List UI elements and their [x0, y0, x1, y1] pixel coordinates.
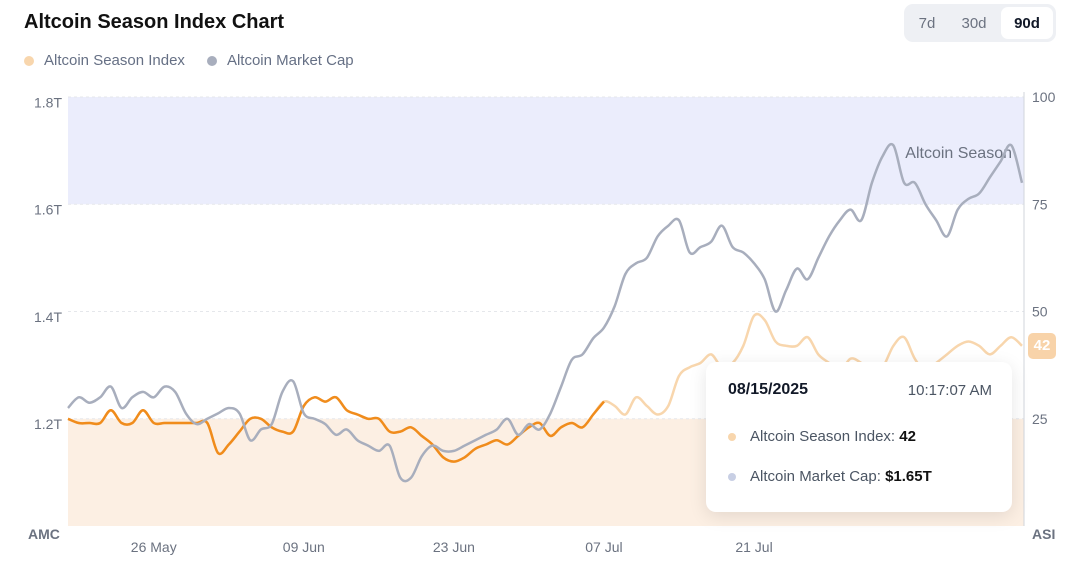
left-axis-ticks: 1.2T 1.4T 1.6T 1.8T [34, 94, 62, 432]
range-90d-button[interactable]: 90d [1001, 7, 1053, 39]
right-axis-label: ASI [1032, 526, 1055, 542]
right-axis-ticks: 25 50 75 100 [1032, 89, 1056, 427]
tooltip-row-index: Altcoin Season Index: 42 [728, 428, 916, 445]
tooltip-date: 08/15/2025 [728, 381, 809, 398]
x-axis-ticks: 26 May 09 Jun 23 Jun 07 Jul 21 Jul [131, 539, 773, 555]
altcoin-season-label: Altcoin Season [905, 145, 1012, 162]
range-7d-button[interactable]: 7d [918, 14, 936, 32]
tooltip-mcap-label: Altcoin Market Cap: [750, 468, 881, 485]
tooltip-index-value: 42 [899, 428, 916, 445]
legend-label-index: Altcoin Season Index [44, 52, 185, 69]
page-title: Altcoin Season Index Chart [24, 11, 285, 33]
x-tick-label: 21 Jul [735, 539, 772, 555]
range-30d-button[interactable]: 30d [961, 14, 987, 32]
time-range-toggle: 7d 30d 90d [904, 4, 1056, 42]
hover-tooltip: 08/15/2025 10:17:07 AM Altcoin Season In… [706, 362, 1012, 512]
right-tick-label: 100 [1032, 89, 1056, 105]
right-tick-label: 50 [1032, 304, 1048, 320]
legend-item-market-cap[interactable]: Altcoin Market Cap [206, 52, 354, 69]
right-tick-label: 75 [1032, 196, 1048, 212]
legend-dot-icon [24, 55, 34, 66]
tooltip-mcap-value: $1.65T [885, 468, 932, 485]
market-cap-line [67, 142, 1024, 483]
left-tick-label: 1.2T [34, 416, 62, 432]
left-tick-label: 1.6T [34, 202, 62, 218]
tooltip-index-label: Altcoin Season Index: [750, 428, 896, 445]
x-tick-label: 26 May [131, 539, 177, 555]
tooltip-mcap-dot-icon [728, 472, 736, 481]
chart-legend: Altcoin Season Index Altcoin Market Cap [24, 52, 354, 69]
left-tick-label: 1.8T [34, 94, 62, 110]
x-tick-label: 07 Jul [585, 539, 622, 555]
x-tick-label: 23 Jun [433, 539, 475, 555]
tooltip-row-market-cap: Altcoin Market Cap: $1.65T [728, 468, 932, 485]
right-tick-label: 25 [1032, 411, 1048, 427]
left-tick-label: 1.4T [34, 309, 62, 325]
tooltip-index-dot-icon [728, 432, 736, 441]
current-index-badge: 42 [1028, 332, 1056, 359]
legend-item-index[interactable]: Altcoin Season Index [24, 52, 185, 69]
tooltip-time: 10:17:07 AM [907, 382, 992, 399]
altcoin-season-band [68, 97, 1024, 205]
left-axis-label: AMC [28, 526, 60, 542]
x-tick-label: 09 Jun [283, 539, 325, 555]
legend-dot-icon [206, 55, 217, 66]
legend-label-market-cap: Altcoin Market Cap [226, 52, 354, 69]
